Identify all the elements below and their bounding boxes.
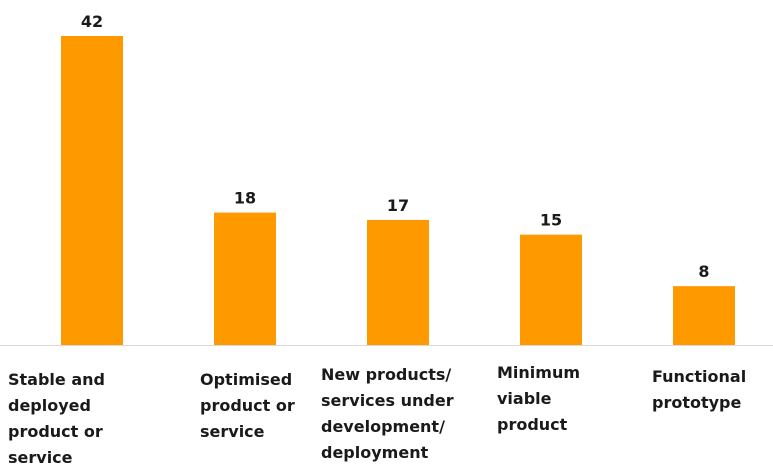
- category-label-line: Optimised: [200, 370, 293, 389]
- value-label-5: 8: [698, 262, 709, 281]
- category-label-line: Minimum: [497, 363, 581, 382]
- category-label-4: Minimum viable product: [497, 360, 580, 438]
- category-label-line: deployed: [8, 396, 91, 415]
- category-label-line: services under: [321, 391, 454, 410]
- category-label-line: deployment: [321, 443, 429, 462]
- category-label-line: New products/: [321, 365, 452, 384]
- value-label-2: 18: [234, 189, 256, 208]
- bar-4: [520, 234, 582, 345]
- category-label-line: product or: [8, 422, 103, 441]
- category-label-line: product: [497, 415, 568, 434]
- category-label-2: Optimised product or service: [200, 367, 295, 445]
- value-label-4: 15: [540, 211, 562, 230]
- category-label-line: prototype: [652, 393, 742, 412]
- bar-2: [214, 212, 276, 345]
- category-label-3: New products/services under development/d…: [321, 362, 454, 466]
- category-label-line: service: [200, 422, 265, 441]
- bar-1: [61, 36, 123, 345]
- category-label-1: Stable and deployed product or service: [8, 367, 105, 471]
- category-label-line: development/: [321, 417, 445, 436]
- category-label-line: Stable and: [8, 370, 105, 389]
- value-label-3: 17: [387, 196, 409, 215]
- bar-5: [673, 286, 735, 345]
- value-label-1: 42: [81, 12, 103, 31]
- bar-3: [367, 219, 429, 345]
- category-label-5: Functional prototype: [652, 364, 746, 416]
- category-label-line: product or: [200, 396, 295, 415]
- category-label-line: viable: [497, 389, 552, 408]
- category-label-line: service: [8, 448, 73, 467]
- category-label-line: Functional: [652, 367, 747, 386]
